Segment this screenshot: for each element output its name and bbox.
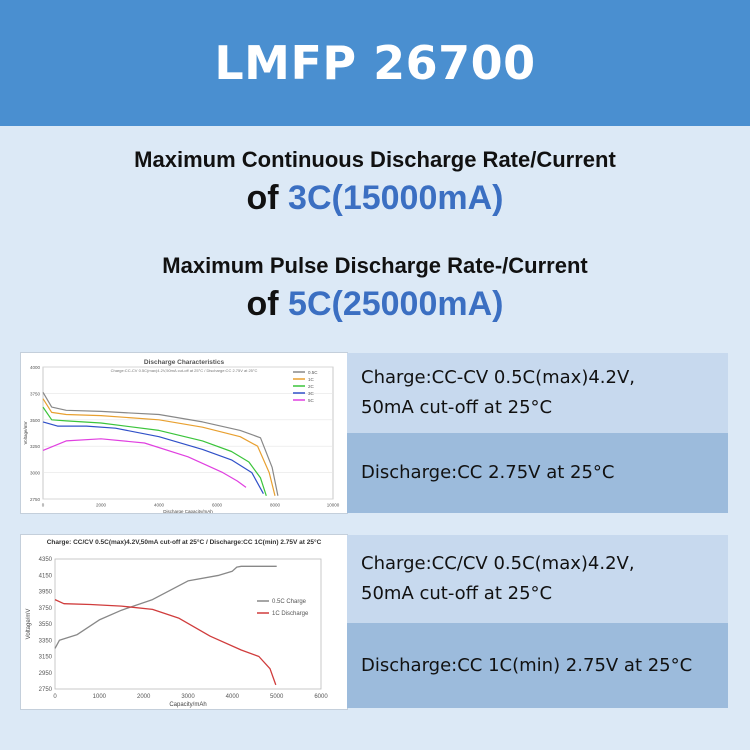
discharge-condition-2: Discharge:CC 1C(min) 2.75V at 25°C [347, 623, 728, 708]
legend-label: 2C [308, 384, 315, 389]
legend-label: 0.5C [308, 370, 318, 375]
x-tick-label: 1000 [93, 694, 107, 700]
chart-subtitle: Charge:CC-CV 0.5C(max)4.2V,50mA cut-off … [111, 368, 258, 373]
discharge-characteristics-chart: Discharge Characteristics Charge:CC-CV 0.… [20, 352, 348, 514]
legend-label: 0.5C Charge [272, 599, 307, 605]
y-tick-label: 4350 [39, 557, 53, 563]
title-banner: LMFP 26700 [0, 0, 750, 126]
discharge-text: Discharge:CC 2.75V at 25°C [361, 462, 615, 483]
x-tick-label: 6000 [212, 503, 223, 508]
continuous-discharge-spec: Maximum Continuous Discharge Rate/Curren… [0, 146, 750, 218]
y-axis-label: Voltage/mV [23, 421, 28, 444]
y-tick-label: 3750 [39, 606, 53, 612]
spec-prefix: of [246, 179, 289, 217]
y-tick-label: 3000 [30, 471, 41, 476]
charge-text-line2: 50mA cut-off at 25°C [361, 397, 553, 418]
x-tick-label: 4000 [226, 694, 240, 700]
y-tick-label: 3250 [30, 444, 41, 449]
charge-discharge-chart: Charge: CC/CV 0.5C(max)4.2V,50mA cut-off… [20, 534, 348, 710]
spec-prefix: of [246, 285, 289, 323]
y-tick-label: 3750 [30, 391, 41, 396]
series-line-0 [42, 391, 279, 496]
y-tick-label: 2750 [30, 497, 41, 502]
y-tick-label: 4000 [30, 365, 41, 370]
spec-value-line: of 5C(25000mA) [0, 284, 750, 324]
charge-condition-2: Charge:CC/CV 0.5C(max)4.2V, 50mA cut-off… [347, 535, 728, 623]
legend-label: 1C Discharge [272, 611, 309, 617]
x-tick-label: 0 [42, 503, 45, 508]
y-tick-label: 3500 [30, 418, 41, 423]
y-tick-label: 3150 [39, 655, 53, 661]
discharge-condition-1: Discharge:CC 2.75V at 25°C [347, 433, 728, 513]
discharge-text: Discharge:CC 1C(min) 2.75V at 25°C [361, 654, 693, 676]
x-tick-label: 4000 [154, 503, 165, 508]
y-tick-label: 3550 [39, 622, 53, 628]
chart-title: Charge: CC/CV 0.5C(max)4.2V,50mA cut-off… [47, 538, 322, 546]
y-tick-label: 2950 [39, 671, 53, 677]
plot-frame [54, 558, 322, 690]
legend-label: 5C [308, 398, 315, 403]
spec-value-line: of 3C(15000mA) [0, 178, 750, 218]
x-axis-label: Capacity/mAh [169, 702, 206, 708]
series-line-0 [54, 565, 277, 649]
spec-value: 5C(25000mA) [288, 285, 504, 323]
y-tick-label: 3350 [39, 638, 53, 644]
x-tick-label: 8000 [270, 503, 281, 508]
series-line-2 [42, 406, 267, 496]
x-tick-label: 3000 [181, 694, 195, 700]
series-line-1 [54, 599, 277, 686]
series-line-4 [42, 438, 247, 488]
y-tick-label: 2750 [39, 687, 53, 693]
y-axis-label: Voltage/mV [26, 609, 32, 640]
spec-line: Maximum Continuous Discharge Rate/Curren… [134, 147, 616, 172]
charge-text-line1: Charge:CC/CV 0.5C(max)4.2V, [361, 553, 635, 574]
y-tick-label: 4150 [39, 573, 53, 579]
charge-text-line1: Charge:CC-CV 0.5C(max)4.2V, [361, 367, 636, 388]
x-tick-label: 2000 [137, 694, 151, 700]
chart1-svg: Discharge Characteristics Charge:CC-CV 0.… [23, 359, 340, 513]
plot-frame [42, 366, 334, 500]
x-axis-label: Discharge Capacity/mAh [163, 509, 213, 513]
x-tick-label: 10000 [327, 503, 340, 508]
legend-label: 3C [308, 391, 315, 396]
x-tick-label: 6000 [314, 694, 328, 700]
charge-condition-1: Charge:CC-CV 0.5C(max)4.2V, 50mA cut-off… [347, 353, 728, 433]
chart-title: Discharge Characteristics [144, 359, 225, 366]
series-line-3 [42, 421, 264, 494]
spec-value: 3C(15000mA) [288, 179, 504, 217]
pulse-discharge-spec: Maximum Pulse Discharge Rate-/Current of… [0, 252, 750, 324]
legend-label: 1C [308, 377, 315, 382]
chart2-svg: Charge: CC/CV 0.5C(max)4.2V,50mA cut-off… [26, 538, 328, 708]
x-tick-label: 0 [53, 694, 57, 700]
charge-text-line2: 50mA cut-off at 25°C [361, 583, 553, 604]
page-title: LMFP 26700 [214, 36, 536, 90]
x-tick-label: 2000 [96, 503, 107, 508]
series-line-1 [42, 398, 276, 496]
spec-line: Maximum Pulse Discharge Rate-/Current [162, 253, 588, 278]
x-tick-label: 5000 [270, 694, 284, 700]
y-tick-label: 3950 [39, 590, 53, 596]
